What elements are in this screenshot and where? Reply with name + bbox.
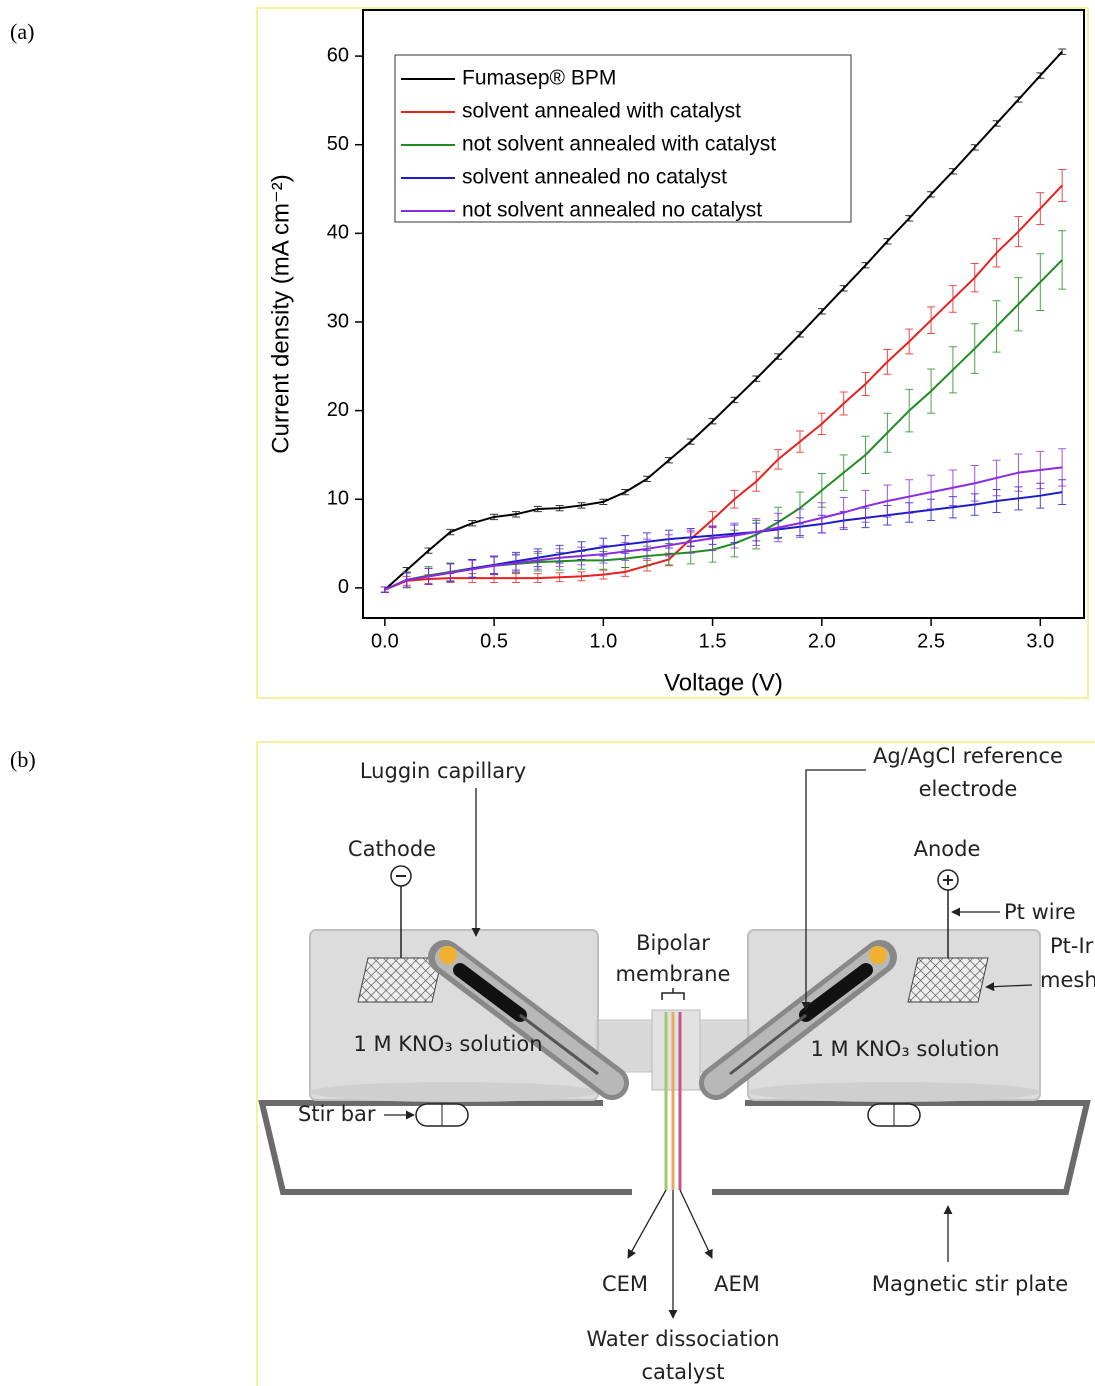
legend-label: Fumasep® BPM	[462, 67, 616, 90]
panel-label: (a)	[10, 19, 34, 44]
x-axis-label: Voltage (V)	[664, 669, 783, 696]
x-tick-label: 3.0	[1026, 630, 1054, 652]
x-tick-label: 0.0	[371, 630, 399, 652]
series-line	[384, 466, 1063, 591]
stir-plate	[712, 1100, 1091, 1195]
label: Magnetic stir plate	[872, 1272, 1068, 1296]
panel-frame	[256, 7, 1089, 699]
beaker-base	[748, 1082, 1040, 1102]
label: mesh	[1040, 968, 1095, 992]
chart: 0.0 0.5 1.0 1.5 2.0 2.5 3.0 0 10 20 30 40 50 60 Voltag…	[267, 9, 1085, 696]
series-line	[384, 184, 1063, 591]
x-tick-label: 1.5	[699, 630, 727, 652]
leader	[801, 769, 866, 1011]
bracket	[661, 988, 685, 1000]
label: Bipolar	[636, 931, 710, 955]
label: 1 M KNO₃ solution	[353, 1032, 542, 1056]
y-tick-label: 50	[327, 133, 349, 155]
leader	[627, 1189, 667, 1259]
label: 1 M KNO₃ solution	[810, 1037, 999, 1061]
y-tick-label: 20	[327, 399, 349, 421]
label: membrane	[616, 962, 731, 986]
legend-label: not solvent annealed with catalyst	[462, 133, 776, 156]
legend-label: solvent annealed no catalyst	[462, 166, 727, 189]
membrane-holder	[651, 1009, 701, 1091]
leader	[985, 982, 1033, 992]
leader	[679, 1189, 713, 1259]
legend-label: solvent annealed with catalyst	[462, 100, 741, 123]
label: Cathode	[348, 837, 436, 861]
label: CEM	[602, 1272, 648, 1296]
y-tick-label: 0	[338, 576, 349, 598]
label: Water dissociation	[586, 1327, 779, 1351]
diagram: Luggin capillary Ag/AgCl reference elect…	[258, 744, 1095, 1384]
error-bar	[380, 586, 389, 593]
stir-plate	[258, 1100, 632, 1195]
luggin-capillary	[428, 940, 629, 1100]
label: catalyst	[642, 1360, 725, 1384]
x-tick-label: 2.0	[808, 630, 836, 652]
beaker-base	[310, 1082, 598, 1102]
y-tick-label: 10	[327, 488, 349, 510]
panel-frame	[256, 741, 1095, 1386]
mesh	[907, 957, 989, 1003]
series-line	[384, 50, 1063, 591]
plot-frame	[362, 9, 1085, 619]
label: electrode	[919, 777, 1018, 801]
label: Luggin capillary	[360, 759, 526, 783]
y-tick-label: 40	[327, 222, 349, 244]
x-tick-label: 2.5	[917, 630, 945, 652]
label: Stir bar	[298, 1102, 376, 1126]
y-tick-label: 30	[327, 310, 349, 332]
y-tick-label: 60	[327, 44, 349, 66]
x-tick-label: 1.0	[589, 630, 617, 652]
series-line	[384, 259, 1063, 591]
y-axis-label: Current density (mA cm⁻²)	[267, 174, 294, 453]
label: AEM	[714, 1272, 760, 1296]
legend-label: not solvent annealed no catalyst	[462, 199, 762, 222]
x-tick-label: 0.5	[480, 630, 508, 652]
panel-label: (b)	[10, 747, 36, 772]
mesh	[357, 957, 443, 1003]
label: Pt-Ir	[1050, 934, 1094, 958]
label: Anode	[914, 837, 981, 861]
label: Pt wire	[1004, 900, 1076, 924]
legend-box	[394, 54, 852, 223]
plus	[943, 875, 953, 885]
series-line	[384, 491, 1063, 591]
label: Ag/AgCl reference	[873, 744, 1063, 768]
luggin-capillary	[699, 940, 897, 1100]
